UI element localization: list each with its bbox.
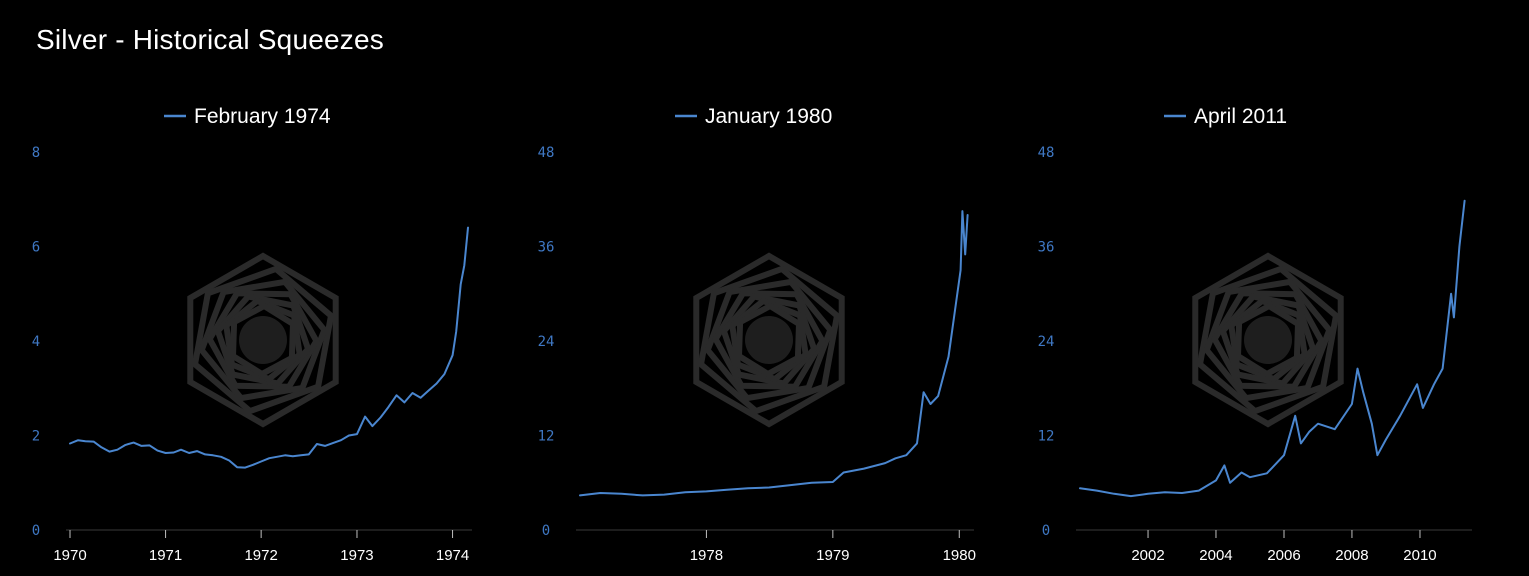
- watermark-logo: [693, 252, 845, 428]
- legend-label: January 1980: [705, 105, 832, 128]
- y-tick-label: 48: [1038, 145, 1055, 161]
- y-tick-label: 4: [32, 334, 40, 350]
- x-tick-label: 1971: [149, 547, 182, 564]
- y-tick-label: 0: [1042, 523, 1050, 539]
- x-tick-label: 1970: [53, 547, 86, 564]
- watermark-hexagon: [1203, 278, 1333, 402]
- y-tick-label: 24: [1038, 334, 1055, 350]
- x-tick-label: 1978: [690, 547, 723, 564]
- chart-panel-1974: February 1974 0 2 4 6 8 1970 1971 1972 1973 1974: [0, 96, 500, 576]
- watermark-hexagon: [191, 265, 335, 415]
- watermark-hexagon: [223, 297, 303, 383]
- watermark-hexagon: [187, 252, 339, 428]
- series-line: [579, 210, 969, 497]
- y-tick-label: 0: [542, 523, 550, 539]
- watermark-hexagon: [697, 265, 841, 415]
- watermark-hexagon: [1228, 297, 1308, 383]
- watermark-hexagon: [229, 302, 297, 378]
- legend-label: February 1974: [194, 105, 331, 128]
- watermark-hexagon: [206, 290, 320, 390]
- watermark-hexagon: [720, 293, 818, 387]
- x-tick-label: 2002: [1131, 547, 1164, 564]
- y-tick-label: 0: [32, 523, 40, 539]
- y-tick-label: 48: [538, 145, 555, 161]
- y-tick-label: 36: [1038, 240, 1055, 256]
- series-line: [69, 226, 469, 469]
- watermark-hexagon: [1234, 302, 1302, 378]
- watermark-logo: [1192, 252, 1344, 428]
- x-tick-label: 2004: [1199, 547, 1232, 564]
- watermark-hexagon: [729, 297, 809, 383]
- x-tick-label: 2008: [1335, 547, 1368, 564]
- y-tick-label: 24: [538, 334, 555, 350]
- x-tick-label: 1972: [244, 547, 277, 564]
- watermark-hexagon: [1211, 290, 1325, 390]
- series-line: [1079, 199, 1466, 498]
- chart-2011: April 2011 0 12 24 36 48 2002 2004 2006 2008 2010: [1038, 105, 1472, 564]
- y-tick-label: 6: [32, 240, 40, 256]
- watermark-hexagon: [693, 252, 845, 428]
- x-tick-label: 1973: [340, 547, 373, 564]
- watermark-hexagon: [1192, 252, 1344, 428]
- x-tick-label: 1974: [436, 547, 469, 564]
- y-tick-label: 8: [32, 145, 40, 161]
- watermark-hexagon: [1196, 265, 1340, 415]
- watermark-center: [239, 316, 287, 364]
- watermark-hexagon: [198, 278, 328, 402]
- chart-1974: February 1974 0 2 4 6 8 1970 1971 1972 1973 1974: [32, 105, 472, 564]
- watermark-hexagon: [214, 293, 312, 387]
- watermark-hexagon: [735, 302, 803, 378]
- legend-label: April 2011: [1194, 105, 1287, 128]
- x-tick-label: 2010: [1403, 547, 1436, 564]
- watermark-center: [745, 316, 793, 364]
- x-tick-label: 2006: [1267, 547, 1300, 564]
- watermark-center: [1244, 316, 1292, 364]
- watermark-logo: [187, 252, 339, 428]
- chart-panel-2011: April 2011 0 12 24 36 48 2002 2004 2006 2008 2010: [1010, 96, 1510, 576]
- watermark-hexagon: [704, 278, 834, 402]
- x-tick-label: 1980: [943, 547, 976, 564]
- y-tick-label: 36: [538, 240, 555, 256]
- x-tick-label: 1979: [816, 547, 849, 564]
- y-tick-label: 2: [32, 429, 40, 445]
- watermark-hexagon: [1219, 293, 1317, 387]
- watermark-hexagon: [712, 290, 826, 390]
- chart-1980: January 1980 0 12 24 36 48 1978 1979 1980: [538, 105, 976, 564]
- chart-panel-1980: January 1980 0 12 24 36 48 1978 1979 1980: [510, 96, 1010, 576]
- y-tick-label: 12: [538, 429, 555, 445]
- page-title: Silver - Historical Squeezes: [36, 24, 384, 55]
- y-tick-label: 12: [1038, 429, 1055, 445]
